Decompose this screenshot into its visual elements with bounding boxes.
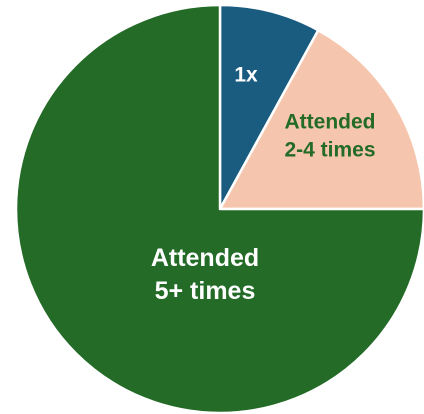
slice-label-1-line-1: 1x [234, 64, 258, 87]
pie-slice-1 [218, 3, 320, 211]
slice-label-1: 1x [234, 64, 258, 87]
slice-label-2-line-2: 2-4 times [284, 139, 375, 162]
slice-label-2-line-1: Attended [285, 111, 376, 134]
slice-label-3-line-2: 5+ times [155, 277, 256, 305]
slice-label-3-line-1: Attended [151, 244, 259, 272]
slice-label-3: Attended 5+ times [151, 244, 259, 305]
pie-slice-2 [218, 28, 424, 211]
slice-label-2: Attended 2-4 times [284, 111, 375, 162]
pie-slice-3 [14, 3, 424, 414]
